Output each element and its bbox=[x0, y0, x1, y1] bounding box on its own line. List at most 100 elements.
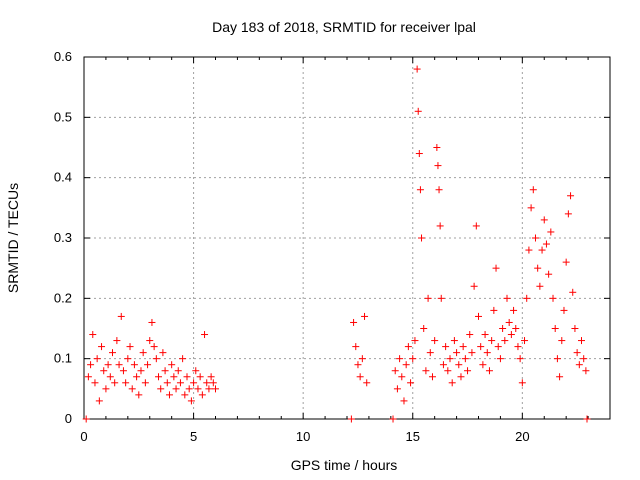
data-point bbox=[420, 325, 428, 332]
x-tick-label: 10 bbox=[296, 429, 310, 444]
data-point bbox=[163, 379, 171, 387]
data-point bbox=[545, 270, 553, 278]
data-point bbox=[507, 331, 515, 339]
data-point bbox=[148, 318, 156, 326]
data-point bbox=[404, 343, 412, 351]
data-point bbox=[347, 415, 355, 423]
data-point bbox=[389, 415, 397, 423]
data-point bbox=[542, 240, 550, 248]
data-point bbox=[139, 349, 147, 357]
data-point bbox=[82, 415, 90, 423]
data-point bbox=[475, 312, 482, 320]
data-point bbox=[91, 379, 99, 387]
data-point bbox=[126, 343, 134, 351]
data-point bbox=[459, 343, 467, 351]
data-point bbox=[457, 373, 465, 381]
data-point bbox=[436, 222, 444, 230]
data-point bbox=[133, 373, 141, 381]
data-point bbox=[190, 379, 198, 387]
y-tick-label: 0.2 bbox=[54, 290, 72, 305]
data-point bbox=[525, 246, 533, 254]
plot-frame bbox=[83, 56, 611, 420]
data-point bbox=[461, 355, 469, 363]
data-point bbox=[117, 312, 125, 320]
data-point bbox=[490, 306, 498, 314]
data-point bbox=[111, 379, 119, 387]
data-point bbox=[413, 65, 421, 73]
data-point bbox=[424, 294, 432, 302]
data-point bbox=[407, 379, 415, 387]
data-point bbox=[580, 355, 588, 363]
data-point bbox=[201, 331, 209, 339]
data-point bbox=[496, 355, 504, 363]
data-point bbox=[144, 361, 152, 369]
x-tick-label: 20 bbox=[515, 429, 529, 444]
data-point bbox=[108, 349, 116, 357]
data-point bbox=[174, 367, 182, 375]
data-point bbox=[433, 144, 441, 151]
data-point bbox=[560, 306, 568, 314]
data-point bbox=[434, 162, 442, 170]
data-point bbox=[439, 361, 447, 369]
data-point bbox=[93, 355, 101, 363]
data-point bbox=[400, 397, 408, 405]
data-point bbox=[556, 373, 564, 381]
data-point bbox=[393, 385, 401, 393]
data-point bbox=[512, 325, 520, 332]
y-tick-label: 0.5 bbox=[54, 109, 72, 124]
data-point bbox=[415, 150, 423, 158]
data-point bbox=[529, 186, 537, 194]
data-point bbox=[124, 355, 132, 363]
data-point bbox=[356, 373, 364, 381]
data-point bbox=[155, 373, 163, 381]
data-point bbox=[104, 361, 112, 369]
data-point bbox=[205, 385, 213, 393]
data-point bbox=[583, 415, 591, 423]
data-point bbox=[87, 361, 95, 369]
data-point bbox=[418, 234, 426, 242]
data-point bbox=[170, 373, 178, 381]
y-tick-label: 0.6 bbox=[54, 49, 72, 64]
data-point bbox=[165, 391, 173, 399]
data-point bbox=[84, 373, 92, 381]
data-point bbox=[569, 288, 577, 296]
data-point bbox=[207, 373, 215, 381]
data-point bbox=[196, 373, 204, 381]
data-point bbox=[361, 312, 369, 320]
y-axis-label: SRMTID / TECUs bbox=[5, 183, 21, 293]
data-point bbox=[426, 349, 434, 357]
data-point bbox=[95, 397, 103, 405]
data-point bbox=[89, 331, 97, 339]
data-point bbox=[157, 385, 165, 393]
data-point bbox=[510, 306, 518, 314]
data-point bbox=[354, 361, 362, 369]
data-point bbox=[414, 107, 422, 115]
data-point bbox=[437, 294, 445, 302]
data-point bbox=[187, 397, 195, 405]
y-tick-label: 0.4 bbox=[54, 170, 72, 185]
data-point bbox=[128, 385, 136, 393]
data-point bbox=[448, 379, 456, 387]
data-point bbox=[168, 361, 176, 369]
data-point bbox=[536, 282, 544, 290]
data-point bbox=[442, 343, 450, 351]
data-point bbox=[130, 361, 138, 369]
data-point bbox=[521, 337, 529, 345]
data-point bbox=[146, 337, 154, 345]
data-point bbox=[481, 331, 489, 339]
data-point bbox=[396, 355, 404, 363]
data-point bbox=[483, 349, 491, 357]
data-point bbox=[468, 349, 476, 357]
data-point bbox=[551, 325, 559, 332]
data-point bbox=[582, 367, 590, 375]
data-point bbox=[198, 391, 206, 399]
data-point bbox=[464, 367, 472, 375]
data-point bbox=[150, 343, 158, 351]
data-point bbox=[209, 379, 217, 387]
data-point bbox=[119, 367, 127, 375]
data-point bbox=[492, 264, 500, 272]
data-point bbox=[540, 216, 548, 224]
data-point bbox=[523, 294, 531, 302]
data-point bbox=[505, 318, 513, 326]
